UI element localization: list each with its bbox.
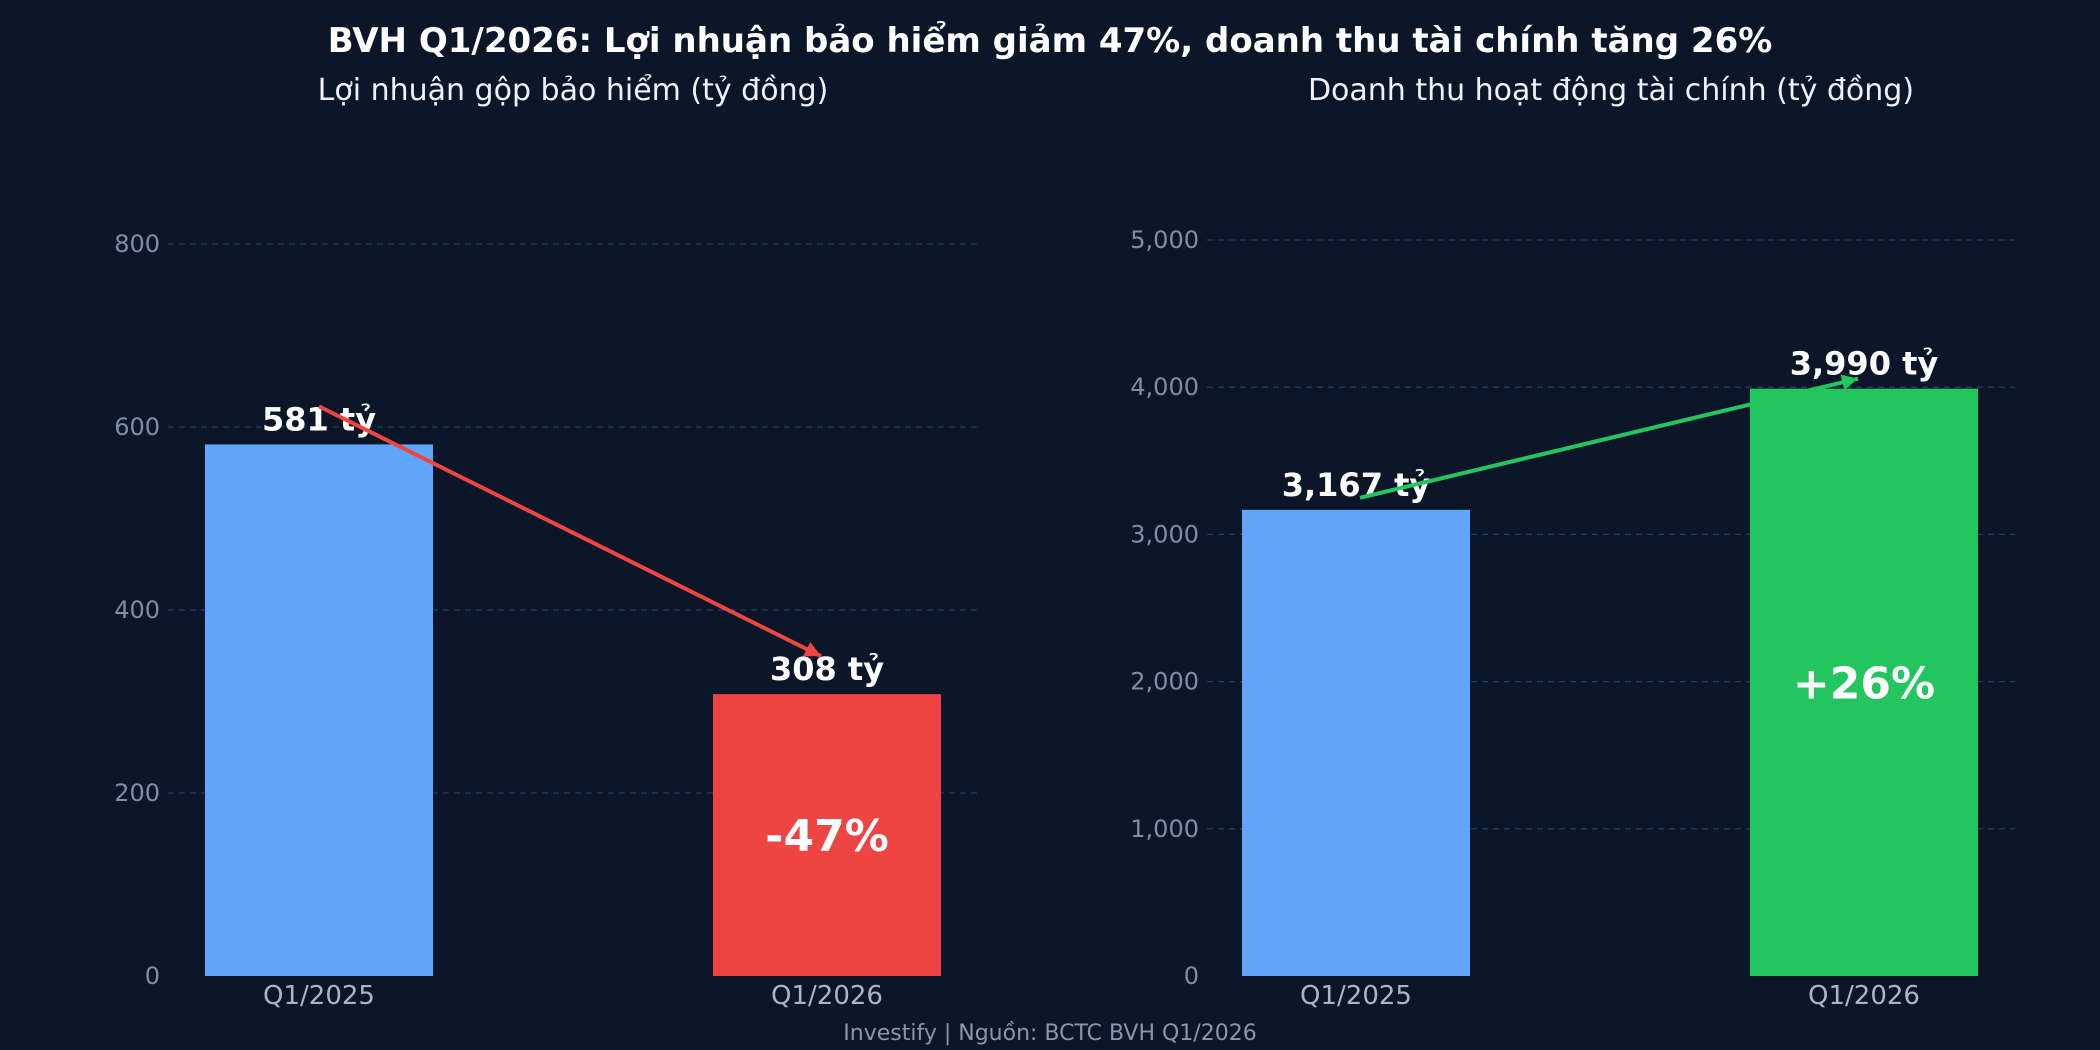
x-axis: Q1/2025 Q1/2026	[1300, 981, 1920, 1011]
y-axis: 0 200 400 600 800	[114, 230, 160, 990]
bar-q1-2025	[1242, 509, 1470, 976]
bar-q1-2025	[205, 444, 433, 976]
x-axis: Q1/2025 Q1/2026	[263, 981, 883, 1011]
value-labels: 581 tỷ 308 tỷ -47%	[262, 400, 889, 862]
trend-arrow	[1359, 374, 1859, 500]
value-labels: 3,167 tỷ 3,990 tỷ +26%	[1282, 345, 1939, 710]
y-tick-label: 400	[114, 596, 160, 624]
y-tick-label: 0	[1184, 962, 1199, 990]
bar-q1-2026	[1750, 388, 1978, 976]
x-tick-label: Q1/2025	[263, 981, 375, 1011]
x-tick-label: Q1/2025	[1300, 981, 1412, 1011]
chart-insurance-profit: Lợi nhuận gộp bảo hiểm (tỷ đồng) 0 200 400…	[114, 72, 978, 1011]
bars	[205, 444, 941, 976]
bars	[1242, 388, 1978, 976]
change-percent-label: +26%	[1793, 658, 1935, 709]
data-label: 3,167 tỷ	[1282, 466, 1431, 504]
y-tick-label: 200	[114, 779, 160, 807]
y-tick-label: 4,000	[1130, 373, 1199, 401]
chart-title: Lợi nhuận gộp bảo hiểm (tỷ đồng)	[318, 72, 829, 108]
trend-arrow-head	[803, 641, 821, 657]
change-percent-label: -47%	[765, 811, 889, 862]
trend-arrow-line	[318, 404, 822, 658]
source-footer: Investify | Nguồn: BCTC BVH Q1/2026	[843, 1021, 1256, 1046]
data-label: 581 tỷ	[262, 400, 376, 438]
trend-arrow-line	[1359, 376, 1859, 500]
chart-title: Doanh thu hoạt động tài chính (tỷ đồng)	[1308, 73, 1914, 108]
bar-q1-2026	[713, 694, 941, 976]
chart-financial-revenue: Doanh thu hoạt động tài chính (tỷ đồng) …	[1130, 73, 2015, 1011]
y-tick-label: 2,000	[1130, 668, 1199, 696]
y-tick-label: 3,000	[1130, 520, 1199, 548]
main-title: BVH Q1/2026: Lợi nhuận bảo hiểm giảm 47%…	[328, 20, 1773, 61]
y-tick-label: 5,000	[1130, 226, 1199, 254]
y-tick-label: 600	[114, 413, 160, 441]
y-tick-label: 0	[145, 962, 160, 990]
trend-arrow	[318, 404, 822, 658]
y-axis: 0 1,000 2,000 3,000 4,000 5,000	[1130, 226, 1199, 990]
y-tick-label: 1,000	[1130, 815, 1199, 843]
x-tick-label: Q1/2026	[1808, 981, 1920, 1011]
data-label: 308 tỷ	[770, 650, 884, 688]
trend-arrow-head	[1840, 374, 1858, 391]
y-tick-label: 800	[114, 230, 160, 258]
x-tick-label: Q1/2026	[771, 981, 883, 1011]
data-label: 3,990 tỷ	[1790, 345, 1939, 383]
